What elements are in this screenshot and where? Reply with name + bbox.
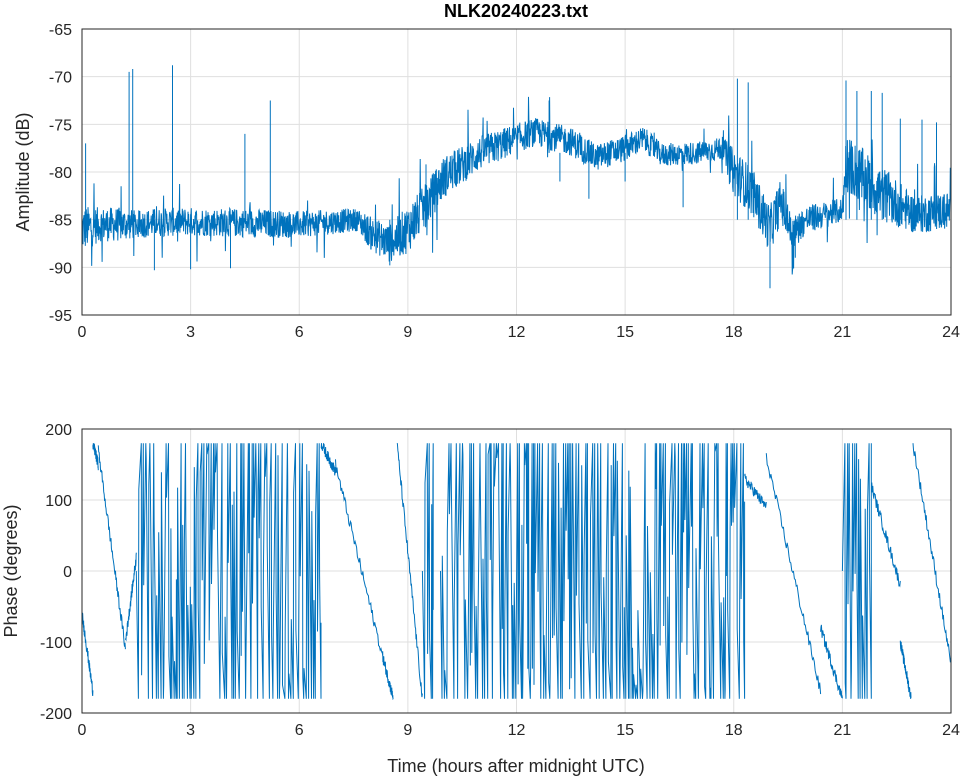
y-tick-label: -95 (49, 308, 72, 325)
y-tick-label: -70 (49, 70, 72, 87)
x-tick-label: 3 (186, 722, 195, 739)
y-tick-label: -85 (49, 213, 72, 230)
y-tick-label: -80 (49, 165, 72, 182)
x-tick-label: 3 (186, 324, 195, 341)
y-tick-label: -90 (49, 260, 72, 277)
axes-box (81, 428, 952, 714)
x-axis-label: Time (hours after midnight UTC) (387, 756, 644, 776)
x-tick-label: 12 (508, 722, 526, 739)
axes-box (81, 28, 952, 316)
x-tick-label: 6 (295, 722, 304, 739)
phase-y-label: Phase (degrees) (1, 504, 21, 637)
x-tick-label: 0 (78, 324, 87, 341)
x-tick-label: 24 (942, 722, 960, 739)
amplitude-y-label: Amplitude (dB) (13, 112, 33, 231)
x-tick-label: 6 (295, 324, 304, 341)
x-tick-label: 18 (725, 722, 743, 739)
x-tick-label: 12 (508, 324, 526, 341)
chart-title: NLK20240223.txt (444, 1, 588, 21)
amplitude-series-line (81, 65, 952, 289)
y-tick-label: -75 (49, 117, 72, 134)
y-tick-label: 100 (45, 493, 72, 510)
x-tick-label: 9 (403, 324, 412, 341)
x-tick-label: 0 (78, 722, 87, 739)
x-tick-label: 15 (616, 722, 634, 739)
x-tick-label: 21 (833, 324, 851, 341)
x-tick-label: 24 (942, 324, 960, 341)
y-tick-label: -65 (49, 22, 72, 39)
x-tick-label: 18 (725, 324, 743, 341)
y-tick-label: -100 (40, 635, 72, 652)
x-tick-label: 21 (833, 722, 851, 739)
x-tick-label: 15 (616, 324, 634, 341)
y-tick-label: 0 (63, 564, 72, 581)
amplitude-axes: 0 3 6 9 12 15 18 21 24 -65 -70 -75 -80 -85 -90 -95 (49, 22, 960, 341)
x-tick-label: 9 (403, 722, 412, 739)
phase-series-line (81, 442, 952, 700)
y-tick-label: -200 (40, 706, 72, 723)
phase-axes: 0 3 6 9 12 15 18 21 24 200 100 0 -100 -200 (40, 422, 960, 739)
y-tick-label: 200 (45, 422, 72, 439)
